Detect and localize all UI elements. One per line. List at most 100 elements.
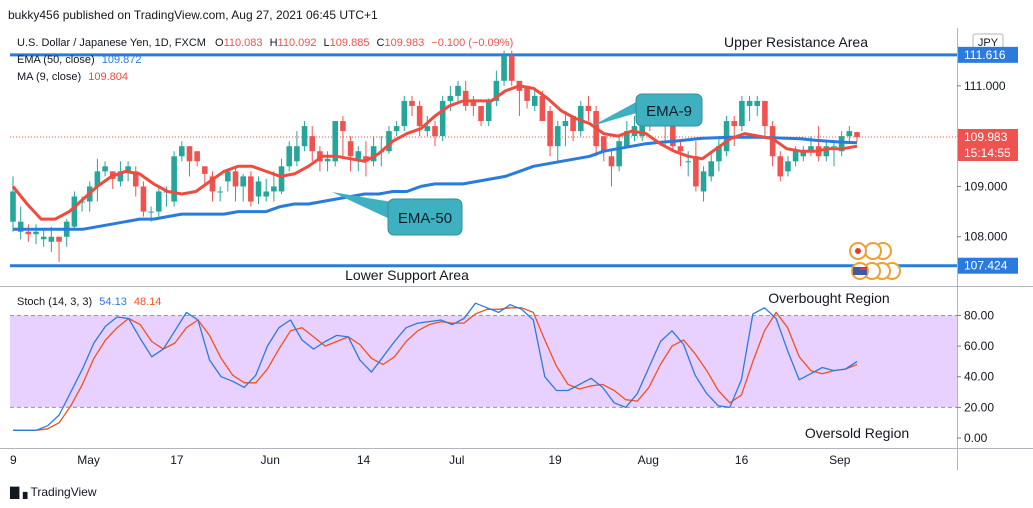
candle-body <box>232 171 239 187</box>
candle-body <box>294 146 300 162</box>
candle-body <box>301 126 308 147</box>
candle-body <box>94 171 101 187</box>
candle-body <box>539 95 546 122</box>
legend-ema-value: 109.872 <box>102 54 142 66</box>
lower-support-label: Lower Support Area <box>345 267 469 283</box>
candle-body <box>831 146 837 148</box>
time-axis-label: Jul <box>449 453 464 467</box>
legend-change: −0.100 (−0.09%) <box>431 37 513 49</box>
candle-body <box>485 100 492 122</box>
candle-body <box>677 146 684 152</box>
time-axis[interactable]: 9 May 17 Jun 14 Jul 19 Aug 16 Sep <box>10 453 851 467</box>
legend-close-key: C <box>377 37 385 49</box>
support-price-tag <box>958 257 1018 274</box>
candle-body <box>56 236 62 242</box>
last-price-tag <box>958 129 1018 161</box>
legend-close-value: 109.983 <box>384 37 424 49</box>
candle-body <box>470 100 477 106</box>
stoch-band <box>10 315 957 408</box>
time-axis-label: 9 <box>10 453 17 467</box>
last-price-label: 109.983 <box>964 130 1008 144</box>
candle-body <box>370 146 377 162</box>
price-axis-tick-label: 108.000 <box>964 230 1008 244</box>
time-axis-label: Jun <box>261 453 280 467</box>
stoch-axis-tick-label: 60.00 <box>964 339 994 353</box>
stoch-axis-tick-label: 20.00 <box>964 400 994 414</box>
candle-body <box>639 121 645 137</box>
candle-body <box>140 186 147 212</box>
legend-symbol: U.S. Dollar / Japanese Yen, 1D, FXCM <box>17 37 206 49</box>
time-axis-label: May <box>77 453 100 467</box>
candle-body <box>332 121 339 162</box>
legend-high-value: 110.092 <box>278 37 317 49</box>
currency-label: JPY <box>978 37 999 49</box>
candle-body <box>739 100 745 127</box>
candle-body <box>808 146 814 152</box>
candle-body <box>585 105 592 111</box>
legend-open-value: 110.083 <box>224 37 263 49</box>
candle-body <box>186 146 193 162</box>
candle-body <box>616 141 622 167</box>
ema50-callout-label: EMA-50 <box>398 210 452 227</box>
stoch-axis[interactable]: 80.00 60.00 40.00 20.00 0.00 <box>957 308 994 445</box>
candle-body <box>217 191 223 193</box>
ema50-callout <box>387 198 463 236</box>
candle-body <box>347 141 354 157</box>
stoch-k-value: 54.13 <box>99 296 127 308</box>
candle-body <box>25 231 32 235</box>
resistance-price-label: 111.616 <box>964 48 1006 62</box>
candle-body <box>40 236 47 240</box>
candle-body <box>708 161 715 177</box>
candle-body <box>531 95 538 106</box>
candle-body <box>17 221 24 232</box>
publisher-text: bukky456 published on TradingView.com, A… <box>8 8 378 22</box>
price-chart[interactable]: EMA-9 EMA-50 Upper Resistance Area Lower… <box>0 28 1033 474</box>
candle-body <box>393 126 400 132</box>
candle-body <box>194 151 200 162</box>
candle-body <box>278 166 285 192</box>
ema9-callout-pointer <box>592 100 640 126</box>
candle-body <box>562 121 569 127</box>
legend-low-key: L <box>324 37 330 49</box>
ema9-callout-label: EMA-9 <box>646 103 692 120</box>
time-axis-label: Sep <box>829 453 851 467</box>
candle-body <box>478 105 484 122</box>
overbought-label: Overbought Region <box>768 290 889 306</box>
price-axis-tick-label: 109.000 <box>964 179 1008 193</box>
candle-body <box>424 126 431 132</box>
candle-body <box>171 156 177 202</box>
candle-body <box>785 161 791 172</box>
candle-body <box>447 95 454 101</box>
stoch-axis-tick-label: 0.00 <box>964 431 988 445</box>
time-axis-label: 17 <box>170 453 184 467</box>
tradingview-footer: ▇▗ TradingView <box>10 484 97 500</box>
candle-body <box>148 211 154 213</box>
candle-body <box>608 156 615 167</box>
candle-body <box>823 146 830 157</box>
legend-ema-row: EMA (50, close) 109.872 <box>17 54 141 66</box>
candle-body <box>570 116 576 132</box>
candle-body <box>263 191 269 197</box>
candle-body <box>554 126 561 147</box>
candle-body <box>547 110 553 147</box>
candle-body <box>317 151 323 162</box>
candle-body <box>102 166 108 172</box>
candle-body <box>179 146 185 157</box>
countdown-label: 15:14:55 <box>964 146 1011 160</box>
candle-body <box>225 171 231 182</box>
candle-body <box>401 100 408 127</box>
candle-body <box>455 85 461 96</box>
event-marker-icon <box>864 242 882 260</box>
candle-body <box>10 191 16 222</box>
oversold-label: Oversold Region <box>805 425 909 441</box>
event-marker-dot <box>855 248 861 254</box>
candle-body <box>248 176 254 202</box>
candle-body <box>71 196 78 227</box>
stoch-axis-tick-label: 40.00 <box>964 370 994 384</box>
candle-body <box>838 136 845 152</box>
candle-body <box>769 126 776 157</box>
support-price-label: 107.424 <box>964 259 1008 273</box>
candle-body <box>409 100 415 106</box>
candle-body <box>746 100 753 106</box>
